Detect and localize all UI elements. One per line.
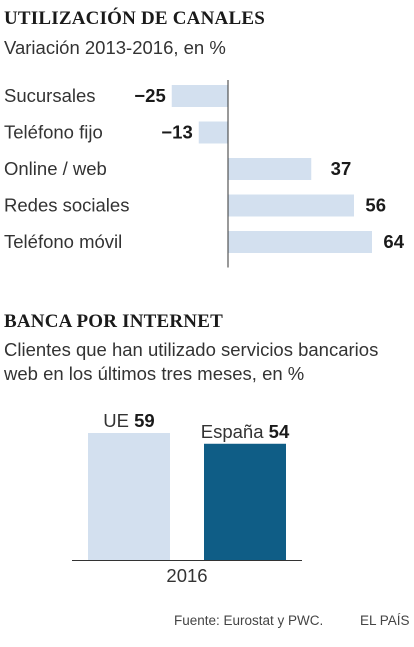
category-label-redes-sociales: Redes sociales [4, 195, 129, 216]
bar-label-ue: UE 59 [103, 410, 154, 431]
bar-telefono-movil [228, 231, 372, 253]
value-label-telefono-movil: 64 [383, 231, 404, 252]
brand-label: EL PAÍS [360, 613, 410, 628]
bar-label-espana: España 54 [201, 421, 290, 442]
value-label-redes-sociales: 56 [365, 195, 386, 216]
value-label-sucursales: −25 [134, 85, 165, 106]
chart1-subtitle: Variación 2013-2016, en % [4, 37, 226, 58]
bar-espana [204, 443, 286, 560]
internet-banking-bar-chart: UE 59 España 54 2016 [72, 410, 302, 586]
x-axis-label: 2016 [166, 565, 207, 586]
chart2-title: BANCA POR INTERNET [4, 311, 223, 332]
bar-telefono-fijo [198, 121, 228, 144]
category-label-online-web: Online / web [4, 158, 107, 179]
value-label-telefono-fijo: −13 [161, 122, 192, 143]
bar-online-web [228, 158, 312, 180]
category-label-telefono-fijo: Teléfono fijo [4, 122, 103, 143]
category-label-sucursales: Sucursales [4, 85, 96, 106]
bar-ue [88, 433, 170, 560]
bar-sucursales [171, 85, 228, 107]
category-label-telefono-movil: Teléfono móvil [4, 231, 122, 252]
channels-bar-chart: Sucursales Teléfono fijo Online / web Redes… [4, 80, 405, 268]
chart2-subtitle: Clientes que han utilizado servicios ban… [4, 339, 379, 384]
chart1-title: UTILIZACIÓN DE CANALES [4, 8, 265, 29]
source-note: Fuente: Eurostat y PWC. [174, 613, 324, 628]
value-label-online-web: 37 [331, 158, 352, 179]
bar-redes-sociales [228, 194, 354, 217]
